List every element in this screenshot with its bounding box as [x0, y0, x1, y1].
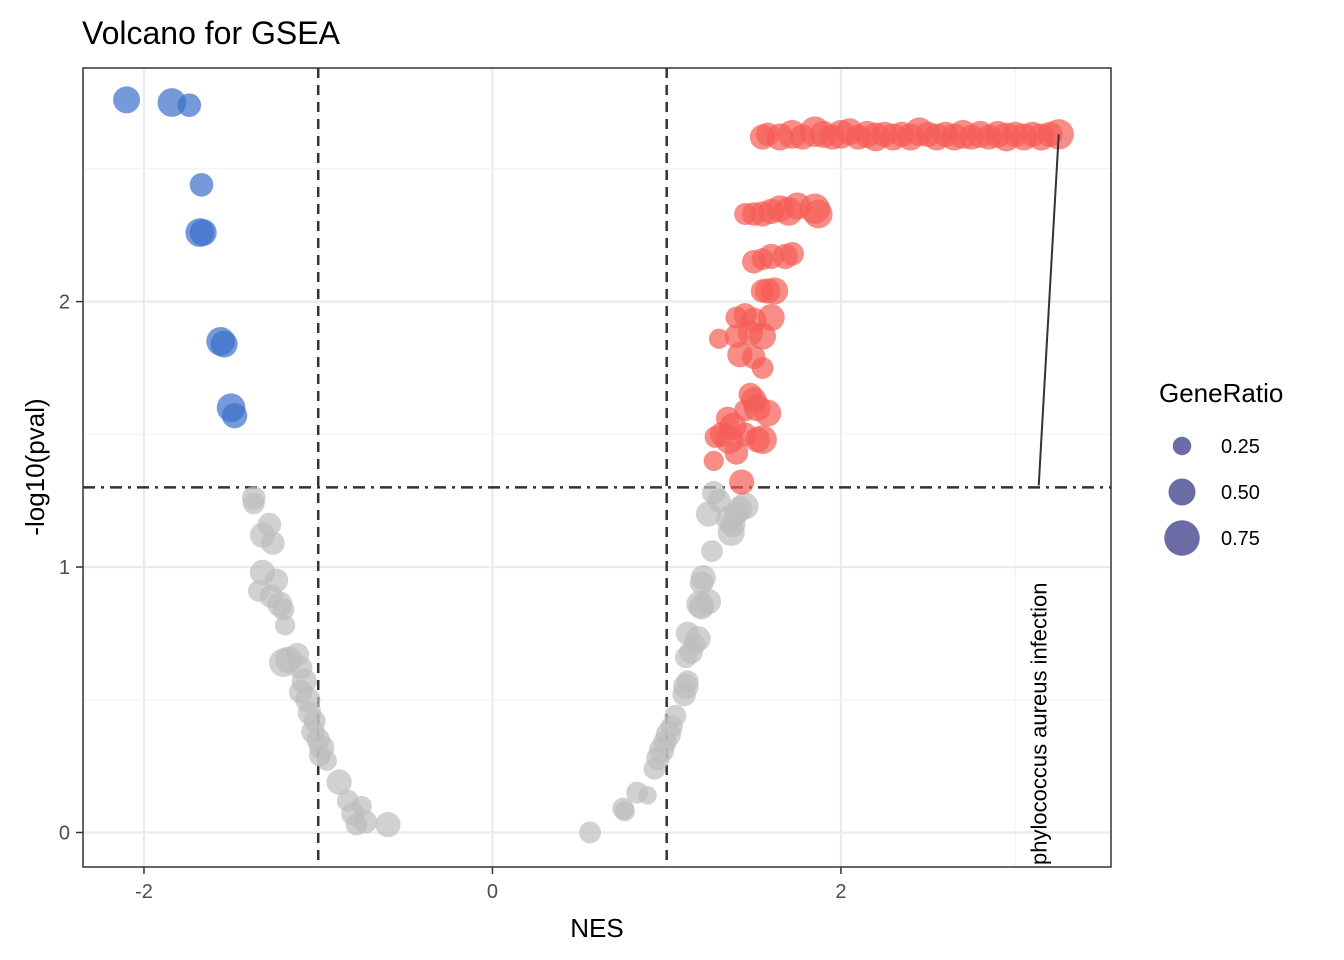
- annotation-leader-line: [1037, 134, 1060, 486]
- grid-lines: [83, 68, 1111, 867]
- point-up: [703, 450, 724, 471]
- point-ns: [242, 492, 265, 515]
- point-ns: [261, 531, 285, 555]
- y-axis-label: -log10(pval): [20, 398, 50, 535]
- legend-items: 0.25 0.50 0.75: [1164, 436, 1260, 556]
- point-down: [221, 403, 248, 429]
- point-up: [754, 399, 782, 427]
- legend-title: GeneRatio: [1159, 378, 1283, 408]
- point-up: [803, 199, 833, 229]
- point-ns: [676, 670, 699, 693]
- point-down: [210, 330, 238, 358]
- point-ns: [731, 492, 759, 520]
- point-ns: [345, 813, 368, 836]
- legend-key-circle: [1164, 520, 1200, 556]
- point-ns: [316, 750, 338, 771]
- point-ns: [685, 626, 711, 652]
- annotation-label: phylococcus aureus infection: [1027, 583, 1052, 866]
- x-tick-label: -2: [135, 881, 153, 903]
- point-ns: [614, 801, 635, 822]
- point-ns: [701, 540, 723, 563]
- point-up: [708, 328, 730, 349]
- legend-entry-label: 0.50: [1221, 482, 1260, 504]
- point-down: [189, 172, 214, 197]
- point-ns: [375, 811, 401, 838]
- y-tick-label: 1: [59, 557, 70, 579]
- plot-border: [82, 67, 1112, 868]
- point-down: [177, 93, 202, 117]
- y-axis-ticks: 0 1 2: [59, 292, 83, 844]
- point-up: [749, 322, 777, 350]
- legend-entry-label: 0.25: [1221, 436, 1260, 458]
- x-axis-label: NES: [570, 913, 623, 943]
- data-points: [113, 86, 1074, 844]
- point-ns: [701, 480, 726, 505]
- y-tick-label: 0: [59, 822, 70, 844]
- point-ns: [695, 588, 722, 615]
- point-up: [761, 277, 789, 305]
- plot-panel: [83, 68, 1111, 867]
- point-ns: [326, 769, 352, 795]
- legend-entry-label: 0.75: [1221, 528, 1260, 550]
- point-ns: [275, 615, 296, 636]
- point-up: [724, 441, 749, 465]
- point-down: [113, 86, 141, 114]
- x-axis-ticks: -2 0 2: [135, 867, 846, 903]
- y-tick-label: 2: [59, 292, 70, 314]
- point-ns: [690, 565, 716, 591]
- legend-key-circle: [1172, 436, 1192, 456]
- legend: GeneRatio 0.25 0.50 0.75: [1159, 378, 1283, 556]
- point-ns: [579, 821, 601, 844]
- x-tick-label: 2: [835, 881, 846, 903]
- point-up: [748, 425, 777, 454]
- point-up: [751, 357, 774, 379]
- chart-title: Volcano for GSEA: [82, 15, 341, 51]
- annotation: phylococcus aureus infection: [1027, 134, 1060, 866]
- point-up: [780, 242, 804, 266]
- point-up: [728, 469, 755, 495]
- x-tick-label: 0: [487, 881, 498, 903]
- point-ns: [664, 704, 687, 727]
- point-down: [189, 219, 217, 247]
- legend-key-circle: [1168, 478, 1196, 506]
- point-ns: [638, 786, 657, 805]
- point-ns: [272, 598, 295, 621]
